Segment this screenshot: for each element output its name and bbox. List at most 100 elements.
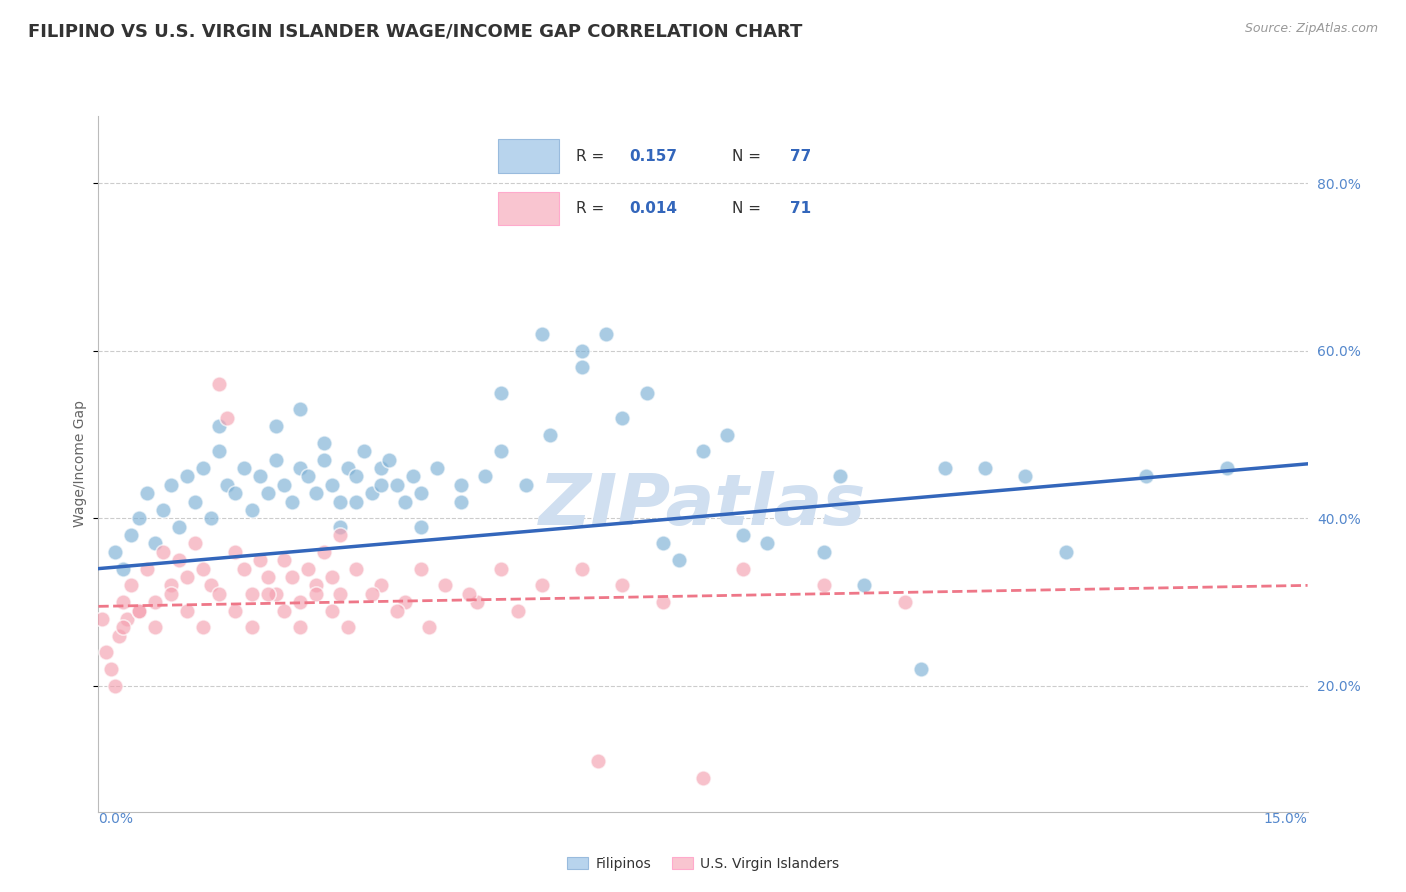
Point	[281, 494, 304, 508]
Point	[297, 561, 319, 575]
Point	[1054, 545, 1077, 559]
Point	[103, 679, 125, 693]
Point	[361, 587, 384, 601]
Point	[200, 511, 222, 525]
Point	[256, 570, 278, 584]
Point	[409, 561, 432, 575]
Point	[273, 553, 295, 567]
Point	[370, 461, 392, 475]
Point	[385, 603, 408, 617]
Point	[288, 620, 311, 634]
Point	[232, 461, 254, 475]
Point	[321, 603, 343, 617]
Point	[426, 461, 449, 475]
Point	[240, 620, 263, 634]
Point	[853, 578, 876, 592]
Point	[651, 536, 673, 550]
Point	[1135, 469, 1157, 483]
Point	[143, 536, 166, 550]
Point	[733, 561, 755, 575]
Point	[135, 486, 157, 500]
Point	[288, 461, 311, 475]
Point	[264, 419, 287, 434]
Point	[249, 553, 271, 567]
Point	[586, 755, 609, 769]
Point	[692, 771, 714, 785]
Point	[418, 620, 440, 634]
Point	[305, 578, 328, 592]
Point	[297, 469, 319, 483]
Point	[232, 561, 254, 575]
Point	[828, 469, 851, 483]
Point	[321, 570, 343, 584]
Point	[571, 343, 593, 358]
Point	[1014, 469, 1036, 483]
Point	[571, 561, 593, 575]
Point	[305, 486, 328, 500]
Point	[530, 578, 553, 592]
Point	[893, 595, 915, 609]
Y-axis label: Wage/Income Gap: Wage/Income Gap	[73, 401, 87, 527]
Point	[193, 561, 215, 575]
Point	[409, 486, 432, 500]
Point	[208, 419, 231, 434]
Point	[344, 469, 367, 483]
Point	[450, 494, 472, 508]
Point	[402, 469, 425, 483]
Point	[288, 402, 311, 417]
Text: ZIPatlas: ZIPatlas	[540, 471, 866, 540]
Point	[224, 545, 246, 559]
Text: Source: ZipAtlas.com: Source: ZipAtlas.com	[1244, 22, 1378, 36]
Point	[193, 620, 215, 634]
Point	[264, 587, 287, 601]
Point	[184, 494, 207, 508]
Point	[281, 570, 304, 584]
Point	[612, 410, 634, 425]
Point	[450, 477, 472, 491]
Point	[370, 578, 392, 592]
Point	[756, 536, 779, 550]
Point	[344, 494, 367, 508]
Point	[208, 377, 231, 392]
Point	[256, 486, 278, 500]
Legend: Filipinos, U.S. Virgin Islanders: Filipinos, U.S. Virgin Islanders	[562, 851, 844, 876]
Point	[491, 385, 513, 400]
Point	[668, 553, 690, 567]
Point	[135, 561, 157, 575]
Point	[152, 545, 174, 559]
Point	[224, 486, 246, 500]
Point	[176, 469, 198, 483]
Point	[91, 612, 114, 626]
Point	[273, 603, 295, 617]
Point	[240, 503, 263, 517]
Point	[111, 561, 134, 575]
Point	[506, 603, 529, 617]
Text: FILIPINO VS U.S. VIRGIN ISLANDER WAGE/INCOME GAP CORRELATION CHART: FILIPINO VS U.S. VIRGIN ISLANDER WAGE/IN…	[28, 22, 803, 40]
Point	[344, 561, 367, 575]
Point	[217, 410, 239, 425]
Point	[361, 486, 384, 500]
Point	[217, 477, 239, 491]
Point	[1216, 461, 1239, 475]
Point	[474, 469, 496, 483]
Text: 15.0%: 15.0%	[1264, 812, 1308, 826]
Point	[143, 595, 166, 609]
Point	[934, 461, 956, 475]
Point	[314, 545, 336, 559]
Point	[111, 620, 134, 634]
Point	[128, 511, 150, 525]
Point	[200, 578, 222, 592]
Point	[184, 536, 207, 550]
Point	[465, 595, 488, 609]
Point	[491, 444, 513, 458]
Point	[337, 461, 360, 475]
Point	[160, 477, 183, 491]
Point	[100, 662, 122, 676]
Point	[120, 578, 142, 592]
Point	[115, 612, 138, 626]
Point	[256, 587, 278, 601]
Point	[208, 444, 231, 458]
Point	[636, 385, 658, 400]
Point	[813, 545, 835, 559]
Point	[143, 620, 166, 634]
